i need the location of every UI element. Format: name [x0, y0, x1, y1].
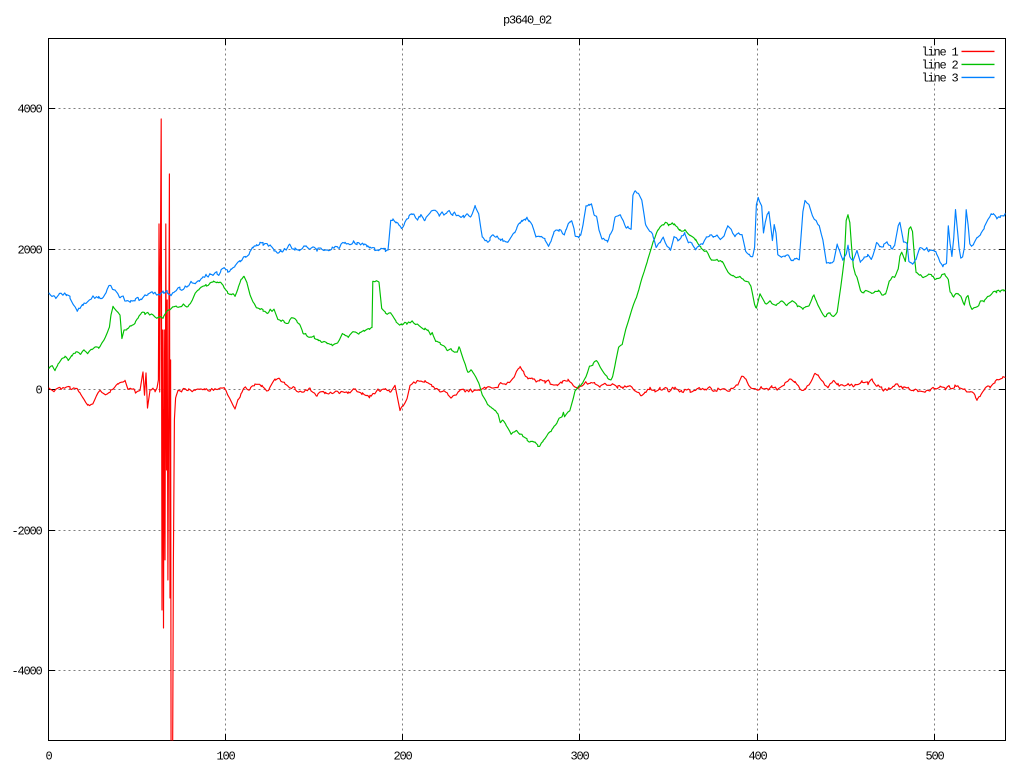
svg-text:300: 300 — [570, 750, 589, 764]
svg-text:0: 0 — [45, 750, 52, 764]
svg-text:-4000: -4000 — [11, 665, 42, 679]
svg-text:500: 500 — [925, 750, 944, 764]
svg-text:line 1: line 1 — [921, 46, 958, 60]
svg-text:line 3: line 3 — [921, 72, 958, 86]
svg-text:4000: 4000 — [17, 103, 42, 117]
svg-text:p3640_02: p3640_02 — [503, 14, 552, 28]
svg-text:line 2: line 2 — [921, 59, 958, 73]
svg-text:2000: 2000 — [17, 244, 42, 258]
svg-text:100: 100 — [216, 750, 235, 764]
svg-text:400: 400 — [748, 750, 767, 764]
svg-text:200: 200 — [393, 750, 412, 764]
svg-text:0: 0 — [35, 384, 42, 398]
svg-text:-2000: -2000 — [11, 525, 42, 539]
